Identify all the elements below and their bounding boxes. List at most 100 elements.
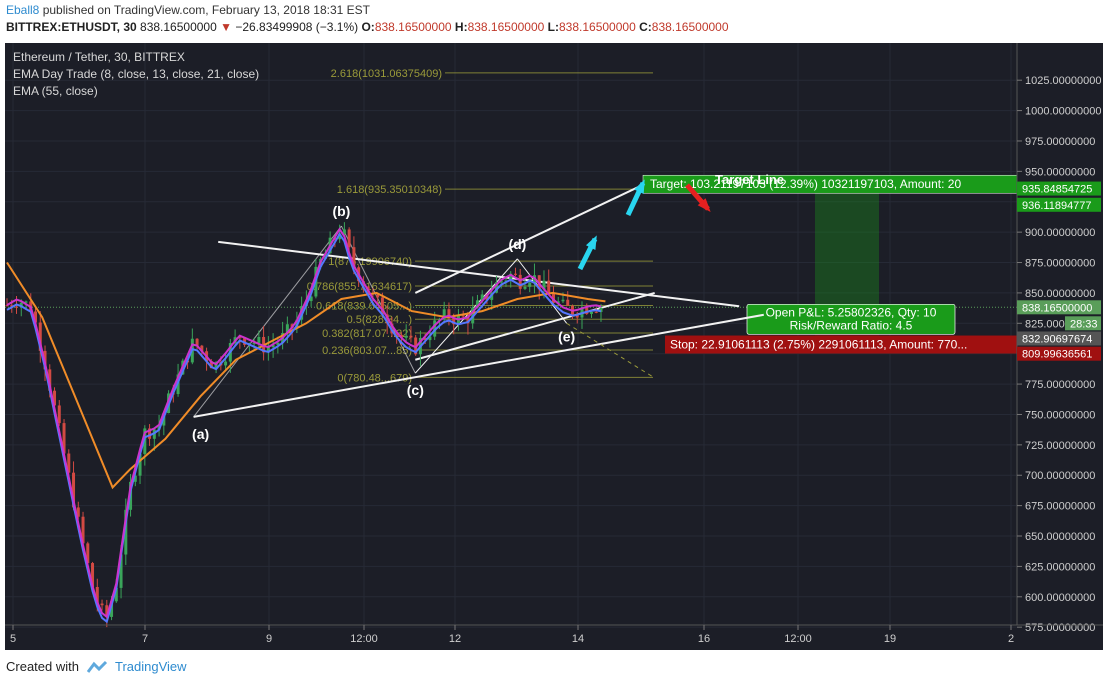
y-tick-label: 725.00000000: [1025, 440, 1095, 452]
candle: [409, 335, 413, 338]
candle: [124, 509, 128, 555]
candle: [224, 361, 228, 366]
price-tag[interactable]: [1017, 346, 1101, 361]
candle: [480, 294, 484, 301]
down-arrow-icon: ▼: [220, 20, 233, 34]
down-arrow-icon-head: [697, 198, 711, 213]
up-arrow-icon-head: [585, 235, 597, 250]
candle: [547, 280, 551, 294]
candle: [57, 405, 61, 424]
publish-info: Eball8 published on TradingView.com, Feb…: [6, 3, 370, 17]
candle: [271, 344, 275, 348]
wave-label: (c): [407, 382, 424, 398]
price-chart[interactable]: 2.618(1031.06375409) 1.618(935.35010348) 1…: [5, 43, 1103, 650]
fib-label: 0(780.48...679): [337, 372, 412, 384]
price-tag-label: 809.99636561: [1022, 349, 1092, 361]
y-tick-label: 775.00000000: [1025, 379, 1095, 391]
candle: [551, 293, 555, 303]
candle: [475, 300, 479, 308]
projection-line: [566, 322, 655, 379]
candle: [494, 282, 498, 293]
legend-ema-55: EMA (55, close): [13, 84, 98, 98]
trend-line[interactable]: [193, 225, 342, 418]
y-tick-label: 975.00000000: [1025, 136, 1095, 148]
chart-area[interactable]: 2.618(1031.06375409) 1.618(935.35010348) 1…: [5, 43, 1103, 650]
candle: [257, 336, 261, 343]
candle: [209, 361, 213, 369]
y-tick-label: 1025.00000000: [1025, 75, 1101, 87]
price-tag-label: 838.16500000: [1022, 302, 1092, 314]
candle: [499, 280, 503, 283]
candle: [509, 273, 513, 281]
change: −26.83499908 (−3.1%): [235, 20, 359, 34]
candle: [119, 554, 123, 588]
author-link[interactable]: Eball8: [6, 3, 40, 17]
x-tick-label: 2: [1008, 633, 1014, 645]
price-tag[interactable]: [1017, 197, 1101, 212]
trend-line[interactable]: [193, 313, 764, 418]
symbol: BITTREX:ETHUSDT, 30: [6, 20, 137, 34]
position-profit-zone[interactable]: [815, 188, 879, 308]
candle: [15, 306, 19, 308]
candle: [589, 311, 593, 314]
candle: [24, 301, 28, 303]
trend-line[interactable]: [415, 291, 655, 361]
candle: [34, 311, 38, 323]
candle: [143, 428, 147, 454]
footer: Created with TradingView: [6, 659, 187, 674]
low-label: L:: [547, 20, 559, 34]
candle: [575, 315, 579, 318]
wave-label: (d): [508, 236, 526, 252]
published-text: published on TradingView.com, February 1…: [39, 3, 371, 17]
candle: [461, 315, 465, 317]
candle: [528, 282, 532, 287]
candle: [138, 453, 142, 476]
fib-label: 0.786(855.71634617): [307, 281, 412, 293]
price-tag[interactable]: [1017, 181, 1101, 196]
pnl-box[interactable]: [746, 303, 956, 335]
legend-ema-daytrade: EMA Day Trade (8, close, 13, close, 21, …: [13, 67, 259, 81]
candle: [86, 543, 90, 564]
price-tag[interactable]: [1065, 316, 1101, 331]
candle: [67, 453, 71, 473]
candle: [423, 337, 427, 341]
candle: [195, 338, 199, 346]
risk-reward-label: Risk/Reward Ratio: 4.5: [790, 318, 913, 332]
x-tick-label: 19: [884, 633, 896, 645]
candle: [100, 603, 104, 606]
candle: [523, 286, 527, 289]
stop-label-box[interactable]: [665, 335, 1017, 354]
trend-line[interactable]: [218, 240, 740, 308]
y-tick-label: 750.00000000: [1025, 409, 1095, 421]
x-tick-label: 5: [10, 633, 16, 645]
open-label: O:: [361, 20, 375, 34]
price-axis[interactable]: [1017, 43, 1103, 650]
candle: [200, 345, 204, 352]
candle: [266, 347, 270, 353]
x-tick-label: 16: [698, 633, 710, 645]
candle: [148, 428, 152, 439]
x-tick-label: 14: [572, 633, 584, 645]
x-tick-label: 12: [449, 633, 461, 645]
fib-label: 0.618(839.64505...): [316, 301, 412, 313]
candle: [599, 307, 603, 312]
candle: [309, 296, 313, 302]
fib-label: 2.618(1031.06375409): [331, 68, 442, 80]
candle: [566, 299, 570, 306]
price-tag[interactable]: [1017, 331, 1101, 346]
candle: [38, 322, 42, 351]
pnl-label: Open P&L: 5.25802326, Qty: 10: [766, 305, 937, 319]
y-tick-label: 1000.00000000: [1025, 106, 1101, 118]
candle: [72, 472, 76, 508]
candle: [342, 229, 346, 234]
candle: [105, 605, 109, 617]
candle: [452, 318, 456, 325]
candle: [243, 338, 247, 345]
price-tag[interactable]: [1017, 300, 1101, 315]
created-with: Created with: [6, 659, 79, 674]
candle: [447, 309, 451, 319]
trend-line[interactable]: [414, 185, 642, 294]
wave-label: (e): [558, 329, 575, 345]
tradingview-link[interactable]: TradingView: [114, 659, 187, 674]
candle: [95, 586, 99, 604]
